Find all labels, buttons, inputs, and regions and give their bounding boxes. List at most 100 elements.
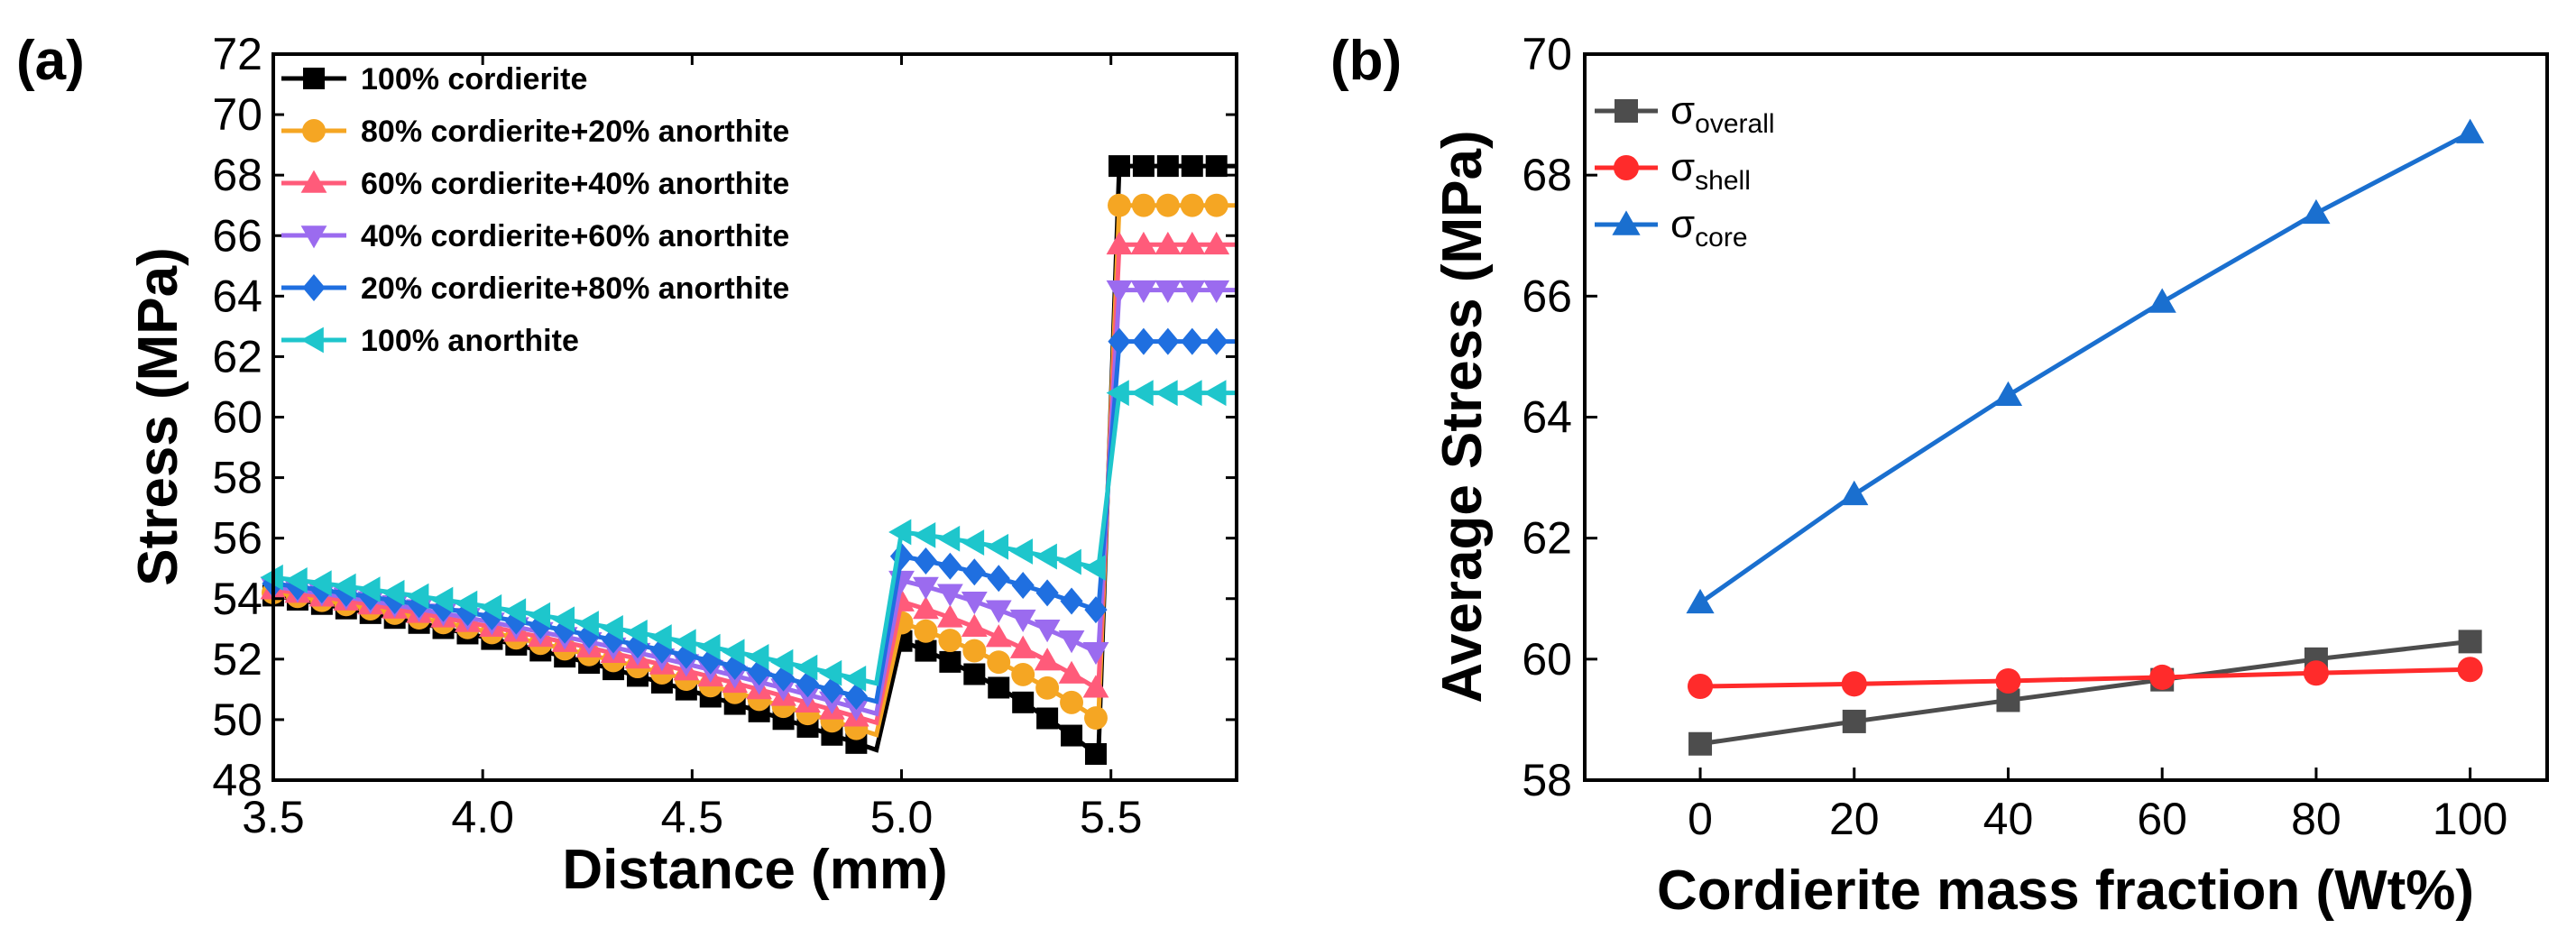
panel-a-series-line (272, 391, 1237, 686)
panel-a-data-point (551, 606, 575, 633)
panel-a-legend-marker (300, 225, 327, 249)
panel-a-data-point (1130, 280, 1157, 304)
panel-a-data-point (1058, 548, 1081, 575)
panel-a-data-point (1106, 280, 1133, 304)
panel-b-y-tick-label: 68 (1522, 150, 1572, 200)
panel-a-data-point (961, 529, 985, 556)
panel-a-data-point (1132, 327, 1155, 355)
panel-a-data-point (1205, 155, 1228, 178)
panel-a-data-point (1203, 380, 1227, 407)
panel-a-data-point (649, 624, 672, 650)
panel-a-legend-marker (302, 119, 326, 143)
panel-a-data-point (1203, 231, 1230, 255)
panel-a-data-point (478, 593, 502, 621)
panel-a-y-tick-label: 72 (212, 29, 262, 79)
panel-b-y-axis-title: Average Stress (MPa) (1431, 130, 1494, 703)
panel-b-data-point (1842, 709, 1866, 733)
panel-a-data-point (697, 633, 721, 660)
panel-b-series-line (1698, 130, 2471, 605)
panel-b-legend-label: σcore (1670, 202, 1748, 253)
panel-a-data-point (406, 583, 429, 610)
panel-a-data-point (1179, 280, 1206, 304)
panel-a-data-point (1082, 675, 1109, 698)
panel-b-legend-subscript: core (1695, 223, 1747, 253)
panel-a-data-point (308, 570, 332, 597)
panel-a-legend-marker (300, 326, 324, 354)
panel-b-y-tick-label: 70 (1522, 29, 1572, 79)
panel-b-x-tick-label: 40 (1983, 794, 2034, 844)
panel-b-data-point (2302, 198, 2331, 225)
panel-a-y-tick-label: 70 (212, 89, 262, 140)
panel-a-data-point (963, 663, 986, 685)
panel-a-data-point (1082, 555, 1106, 581)
panel-a-data-point (1012, 691, 1035, 713)
panel-b-legend-marker (1615, 99, 1638, 123)
panel-a-data-point (889, 542, 914, 570)
panel-a-data-point (888, 519, 912, 546)
panel-a-data-point (1009, 609, 1036, 633)
panel-b-data-point (2303, 660, 2329, 686)
panel-a-legend-marker (303, 68, 325, 89)
panel-b-legend-subscript: shell (1695, 166, 1751, 196)
panel-a-data-point (1155, 380, 1178, 407)
panel-a-y-tick-label: 50 (212, 694, 262, 745)
panel-b-x-tick-label: 80 (2291, 794, 2341, 844)
panel-a-data-point (430, 586, 454, 613)
panel-a-x-tick-label: 5.0 (870, 792, 934, 842)
panel-a-data-point (1011, 572, 1035, 600)
panel-a-data-point (938, 629, 962, 653)
panel-a-x-tick-label: 4.5 (661, 792, 724, 842)
panel-b-series-shell (1688, 657, 2483, 700)
panel-a-data-point (1060, 690, 1084, 714)
panel-a-data-point (985, 533, 1009, 560)
panel-a-data-point (936, 604, 963, 628)
panel-a-legend-label: 80% cordierite+20% anorthite (361, 115, 789, 149)
panel-a-data-point (1011, 662, 1035, 686)
panel-b-x-tick-label: 0 (1688, 794, 1713, 844)
panel-b-series-overall (1688, 630, 2482, 756)
panel-a-data-point (1181, 327, 1204, 355)
panel-a-x-tick-label: 5.5 (1080, 792, 1143, 842)
panel-a-data-point (914, 619, 938, 643)
panel-a-data-point (1034, 648, 1061, 671)
panel-b-series-line (1700, 667, 2470, 689)
panel-a-y-tick-label: 54 (212, 574, 262, 624)
panel-a-x-tick-label: 3.5 (242, 792, 305, 842)
panel-b-y-tick-label: 60 (1522, 634, 1572, 685)
panel-b-data-point (2457, 657, 2483, 683)
panel-a-y-tick-label: 58 (212, 453, 262, 503)
panel-b-y-tick-label: 58 (1522, 755, 1572, 805)
panel-a-data-point (1108, 327, 1131, 355)
panel-a-data-point (842, 666, 867, 692)
panel-a-data-point (1034, 620, 1061, 643)
panel-b-data-point (1841, 671, 1867, 697)
panel-a-data-point (1082, 641, 1109, 666)
panel-a-data-point (1156, 327, 1180, 355)
panel-a-data-point (333, 573, 356, 600)
panel-a-data-point (936, 525, 961, 552)
panel-a-data-point (602, 626, 625, 654)
panel-a-data-point (1205, 327, 1228, 355)
panel-a-legend-marker (300, 170, 327, 193)
panel-a-data-point (624, 619, 648, 646)
panel-b-data-point (2456, 118, 2485, 143)
panel-a-data-point (1155, 231, 1182, 255)
panel-b-y-tick-label: 62 (1522, 513, 1572, 564)
panel-a-label: (a) (16, 30, 85, 92)
panel-a-data-point (939, 650, 961, 673)
panel-a-y-tick-label: 52 (212, 634, 262, 685)
panel-a-data-point (936, 584, 963, 607)
panel-a-data-point (455, 590, 478, 617)
panel-a-data-point (284, 567, 308, 593)
panel-a-data-point (1155, 193, 1180, 217)
panel-b-data-point (2148, 288, 2176, 313)
panel-a-data-point (575, 611, 599, 637)
panel-a-data-point (1130, 380, 1154, 407)
panel-a-data-point (795, 654, 818, 681)
panel-b-legend-label: σoverall (1670, 88, 1775, 139)
panel-a-y-tick-label: 64 (212, 271, 262, 321)
panel-a-data-point (1084, 596, 1108, 624)
panel-a-data-point (1058, 630, 1085, 654)
panel-a-data-point (819, 659, 842, 686)
